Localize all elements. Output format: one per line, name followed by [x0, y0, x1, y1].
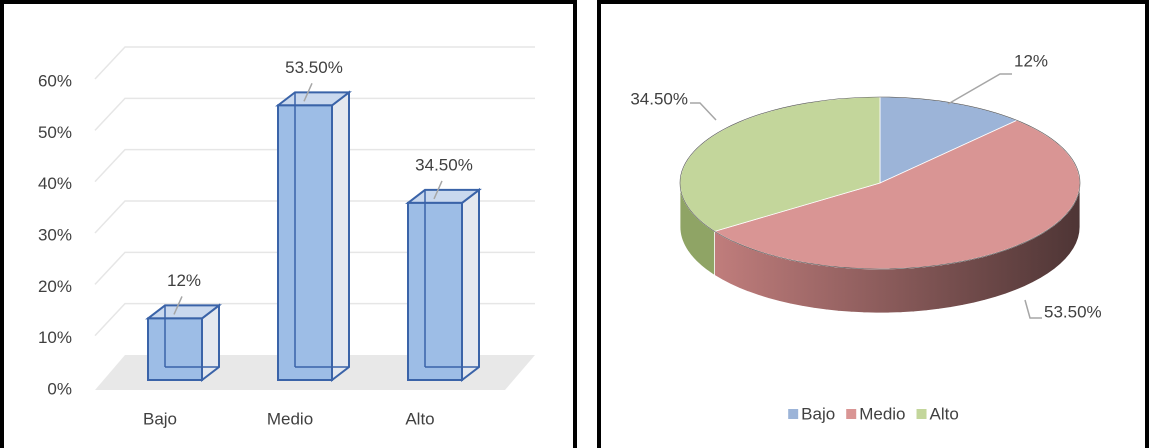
- label-leader: [303, 83, 313, 102]
- data-label: 34.50%: [415, 155, 473, 174]
- label-leader: [1024, 299, 1042, 319]
- panel-border: [597, 0, 1149, 448]
- data-label: 12%: [1014, 51, 1048, 70]
- data-label: 34.50%: [630, 89, 688, 108]
- y-tick-label: 30%: [38, 225, 72, 244]
- grid-line: [94, 46, 535, 80]
- y-tick-label: 50%: [38, 123, 72, 142]
- grid-line: [94, 302, 535, 337]
- data-label: 53.50%: [1044, 302, 1102, 321]
- y-tick-label: 60%: [38, 71, 72, 90]
- y-tick-label: 0%: [47, 379, 72, 398]
- bar: [277, 104, 333, 381]
- bar: [407, 201, 463, 381]
- grid-line: [94, 148, 535, 183]
- grid-line: [94, 97, 535, 131]
- grid-line: [94, 251, 535, 285]
- data-label: 12%: [167, 271, 201, 290]
- label-leader: [690, 102, 717, 121]
- bar: [147, 317, 203, 381]
- label-leader: [433, 180, 443, 200]
- x-tick-label: Alto: [405, 409, 434, 428]
- grid-line: [94, 200, 535, 234]
- y-tick-label: 20%: [38, 277, 72, 296]
- y-tick-label: 10%: [38, 328, 72, 347]
- label-leader: [947, 73, 1012, 105]
- legend-label: Alto: [930, 404, 959, 423]
- x-tick-label: Medio: [267, 409, 313, 428]
- x-tick-label: Bajo: [143, 409, 177, 428]
- data-label: 53.50%: [285, 58, 343, 77]
- bar-side: [331, 90, 350, 383]
- legend-label: Medio: [859, 404, 905, 423]
- legend-label: Bajo: [801, 404, 835, 423]
- legend-swatch: [916, 409, 927, 419]
- panel-border: [0, 0, 577, 448]
- bar-side: [461, 187, 480, 383]
- label-leader: [173, 296, 183, 315]
- y-tick-label: 40%: [38, 174, 72, 193]
- pie-rim: [679, 96, 1081, 270]
- legend-swatch: [846, 409, 857, 419]
- legend-swatch: [788, 409, 799, 419]
